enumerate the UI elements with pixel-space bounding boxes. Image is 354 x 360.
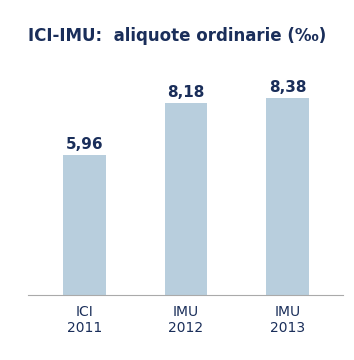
Bar: [63, 155, 105, 295]
Bar: [165, 103, 207, 295]
Text: 8,18: 8,18: [167, 85, 205, 100]
Text: 8,38: 8,38: [269, 80, 306, 95]
Bar: [266, 98, 309, 295]
Text: ICI-IMU:  aliquote ordinarie (‰): ICI-IMU: aliquote ordinarie (‰): [28, 27, 326, 45]
Text: 5,96: 5,96: [65, 137, 103, 152]
